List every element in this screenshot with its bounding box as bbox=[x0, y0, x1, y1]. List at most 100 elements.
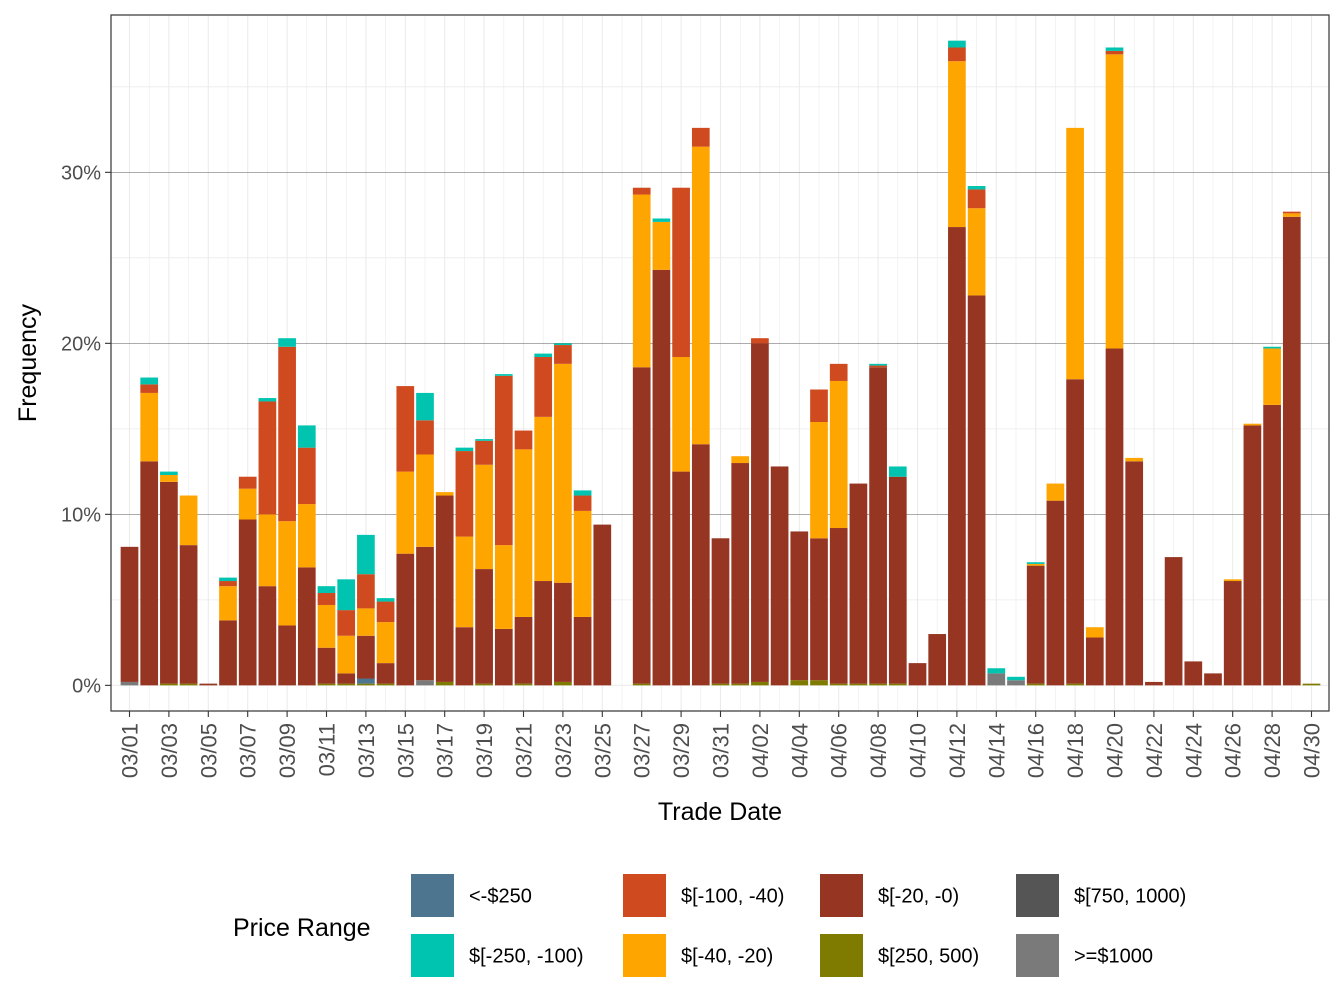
bar-segment-03-27-s2 bbox=[632, 683, 651, 686]
bar-segment-04-24-s4 bbox=[1184, 661, 1203, 686]
bar-segment-03-04-s4 bbox=[179, 545, 198, 684]
x-tick-label: 04/14 bbox=[984, 723, 1009, 778]
x-tick-label: 04/24 bbox=[1181, 723, 1206, 778]
bar-segment-03-11-s5 bbox=[317, 604, 336, 648]
bar-segment-04-03-s4 bbox=[770, 466, 789, 686]
bar-segment-03-12-s4 bbox=[337, 673, 356, 684]
bar-segment-03-28-s5 bbox=[652, 221, 671, 270]
x-tick-label: 03/01 bbox=[118, 723, 143, 778]
bar-segment-04-06-s2 bbox=[829, 683, 848, 686]
bar-segment-03-24-s7 bbox=[573, 490, 592, 496]
bar-segment-03-15-s6 bbox=[396, 386, 415, 472]
bar-segment-03-24-s5 bbox=[573, 510, 592, 617]
bar-segment-04-05-s4 bbox=[810, 538, 828, 681]
bar-segment-03-14-s4 bbox=[376, 663, 395, 684]
bar-segment-03-19-s4 bbox=[475, 569, 493, 684]
bar-segment-03-28-s7 bbox=[652, 218, 671, 222]
bar-segment-04-06-s4 bbox=[829, 528, 848, 684]
bar-segment-04-18-s5 bbox=[1066, 127, 1084, 380]
x-tick-label: 04/30 bbox=[1300, 723, 1325, 778]
bar-segment-03-11-s6 bbox=[317, 593, 336, 605]
bar-segment-03-10-s4 bbox=[297, 567, 316, 686]
bar-segment-03-25-s4 bbox=[593, 524, 612, 686]
bar-segment-04-08-s7 bbox=[869, 363, 887, 366]
bar-segment-04-16-s4 bbox=[1026, 565, 1045, 684]
legend-swatch bbox=[411, 934, 454, 977]
bar-segment-04-09-s2 bbox=[888, 683, 907, 686]
bar-segment-03-19-s7 bbox=[475, 439, 493, 441]
bar-segment-03-31-s2 bbox=[711, 683, 730, 686]
bar-segment-04-16-s5 bbox=[1026, 563, 1045, 566]
bar-segment-03-29-s4 bbox=[672, 471, 690, 686]
bar-segment-04-02-s2 bbox=[751, 681, 769, 686]
bar-segment-03-20-s6 bbox=[494, 375, 513, 546]
bar-segment-04-13-s7 bbox=[967, 186, 986, 190]
bar-segment-04-20-s4 bbox=[1105, 348, 1124, 686]
bar-segment-04-14-s0 bbox=[987, 673, 1006, 686]
bar-segment-04-10-s4 bbox=[908, 663, 927, 686]
bar-segment-04-25-s4 bbox=[1204, 673, 1222, 686]
bar-segment-04-01-s4 bbox=[731, 463, 750, 684]
bar-segment-03-22-s7 bbox=[534, 353, 553, 358]
bar-segment-03-16-s5 bbox=[416, 454, 434, 547]
x-tick-label: 03/17 bbox=[433, 723, 458, 778]
bar-segment-04-18-s2 bbox=[1066, 683, 1084, 686]
bar-segment-04-27-s5 bbox=[1243, 423, 1262, 426]
bar-segment-04-20-s6 bbox=[1105, 50, 1124, 55]
x-tick-label: 04/22 bbox=[1142, 723, 1167, 778]
bar-segment-04-08-s2 bbox=[869, 683, 887, 686]
x-tick-label: 03/05 bbox=[196, 723, 221, 778]
bar-segment-03-20-s7 bbox=[494, 374, 513, 376]
x-tick-label: 04/26 bbox=[1221, 723, 1246, 778]
bar-segment-03-22-s5 bbox=[534, 416, 553, 582]
bar-segment-03-01-s4 bbox=[120, 546, 139, 682]
x-tick-label: 03/19 bbox=[472, 723, 497, 778]
bar-segment-04-28-s4 bbox=[1263, 404, 1281, 686]
bar-segment-03-15-s5 bbox=[396, 471, 415, 554]
bar-segment-03-19-s2 bbox=[475, 683, 493, 686]
bar-segment-04-08-s6 bbox=[869, 365, 887, 368]
y-axis-title: Frequency bbox=[14, 303, 42, 422]
bar-segment-03-21-s4 bbox=[514, 616, 533, 684]
bar-segment-04-23-s4 bbox=[1164, 557, 1183, 686]
bar-segment-03-07-s6 bbox=[238, 476, 257, 489]
bar-segment-04-21-s4 bbox=[1125, 461, 1144, 686]
bar-segment-03-22-s6 bbox=[534, 357, 553, 417]
bar-segment-03-16-s4 bbox=[416, 546, 434, 681]
legend: Price Range <-$250 $[-250, -100) $[-100, -… bbox=[233, 874, 1186, 977]
legend-label: $[250, 500) bbox=[878, 946, 979, 968]
bar-segment-03-22-s4 bbox=[534, 581, 553, 686]
bar-segment-03-13-s5 bbox=[357, 608, 375, 636]
bar-segment-04-02-s6 bbox=[751, 338, 769, 344]
bar-segment-03-23-s4 bbox=[554, 582, 572, 682]
y-tick-label: 30% bbox=[61, 162, 101, 184]
bar-segment-03-30-s4 bbox=[691, 444, 710, 686]
bars-layer bbox=[120, 40, 1321, 686]
bar-segment-04-06-s6 bbox=[829, 363, 848, 381]
bar-segment-03-09-s6 bbox=[278, 346, 296, 522]
bar-segment-04-12-s6 bbox=[948, 47, 966, 62]
bar-segment-03-31-s4 bbox=[711, 538, 730, 684]
bar-segment-03-02-s5 bbox=[140, 392, 159, 462]
bar-segment-04-20-s5 bbox=[1105, 54, 1124, 349]
bar-segment-03-19-s6 bbox=[475, 440, 493, 465]
bar-segment-03-28-s4 bbox=[652, 269, 671, 686]
bar-segment-03-08-s4 bbox=[258, 586, 277, 686]
bar-segment-04-13-s4 bbox=[967, 295, 986, 686]
bar-segment-03-11-s7 bbox=[317, 586, 336, 594]
bar-segment-04-28-s5 bbox=[1263, 348, 1281, 405]
bar-segment-03-18-s5 bbox=[455, 536, 474, 628]
x-tick-label: 03/21 bbox=[512, 723, 537, 778]
bar-segment-03-09-s4 bbox=[278, 625, 296, 686]
x-tick-label: 04/02 bbox=[748, 723, 773, 778]
bar-segment-03-18-s4 bbox=[455, 627, 474, 686]
bar-segment-03-27-s5 bbox=[632, 194, 651, 368]
bar-segment-04-08-s4 bbox=[869, 367, 887, 684]
bar-segment-03-13-s2 bbox=[357, 683, 375, 686]
bar-segment-03-18-s7 bbox=[455, 447, 474, 452]
bar-segment-03-12-s5 bbox=[337, 635, 356, 674]
bar-segment-03-12-s6 bbox=[337, 610, 356, 636]
bar-segment-04-05-s5 bbox=[810, 421, 828, 539]
x-axis-title: Trade Date bbox=[658, 798, 782, 826]
bar-segment-03-29-s5 bbox=[672, 357, 690, 472]
